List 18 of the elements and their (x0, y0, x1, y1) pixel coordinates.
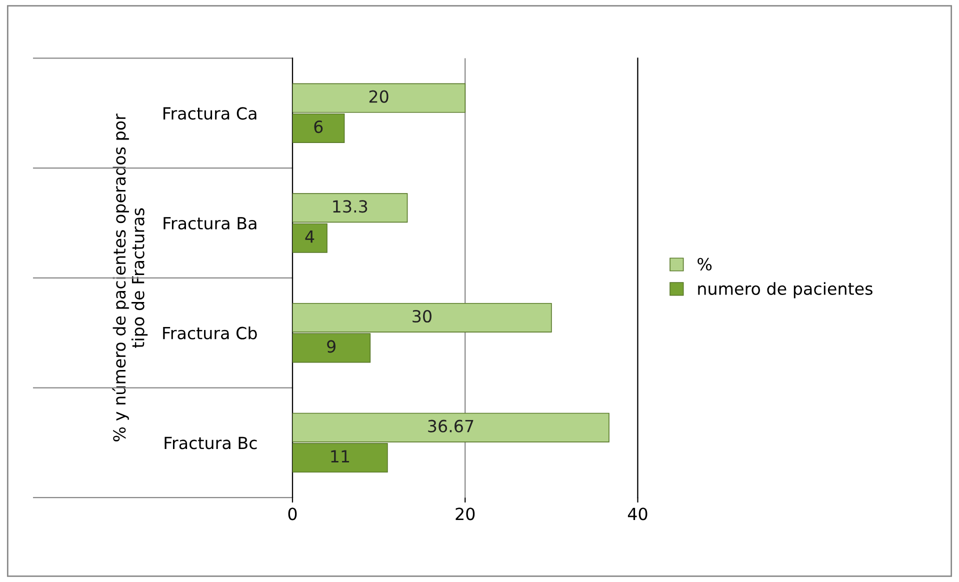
data-label: 11 (331, 450, 350, 462)
data-label: 6 (314, 120, 323, 134)
data-label: 30 (412, 310, 432, 323)
y-tick-label: Fractura Ba (164, 217, 256, 230)
y-tick-label: Fractura Cb (163, 326, 257, 340)
y-axis-title: % y número de pacientes operados por tipo de Fracturas (112, 114, 148, 442)
x-tick-label: 20 (456, 508, 475, 520)
y-tick-label: Fractura Bc (164, 436, 257, 450)
data-label: 9 (327, 340, 336, 353)
x-tick-label: 40 (628, 508, 648, 520)
data-label: 20 (369, 90, 388, 103)
data-label: 36.67 (428, 420, 474, 432)
x-tick-label: 0 (288, 508, 297, 520)
y-tick-label: Fractura Ca (163, 107, 256, 120)
data-label: 13.3 (333, 200, 368, 213)
data-label: 4 (305, 230, 314, 243)
legend-label: % (698, 258, 712, 271)
legend-label: numero de pacientes (698, 282, 872, 298)
